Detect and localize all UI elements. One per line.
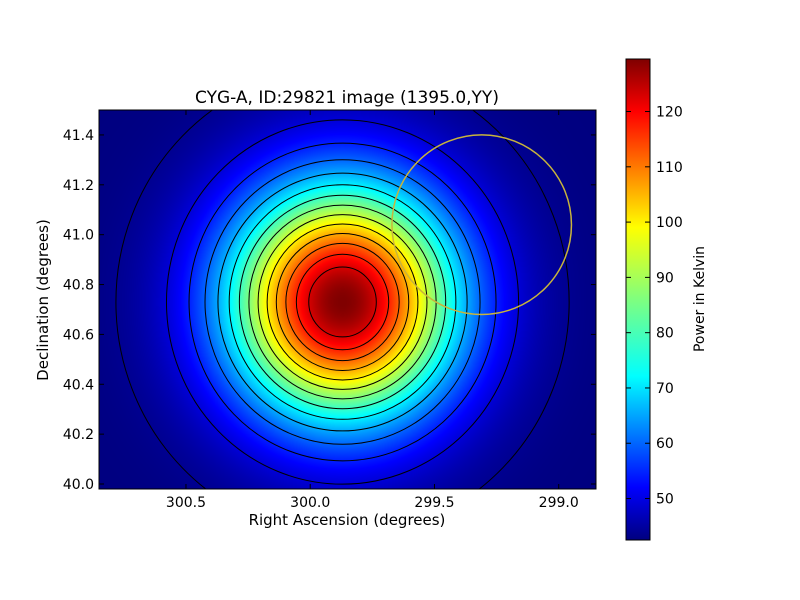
- y-tick-label-5: 41.0: [63, 228, 94, 244]
- x-tick-label-3: 299.0: [539, 495, 579, 511]
- y-tick-label-0: 40.0: [63, 477, 94, 493]
- y-tick-label-4: 40.8: [63, 278, 94, 294]
- colorbar-tick-label-2: 70: [656, 381, 674, 397]
- chart-title: CYG-A, ID:29821 image (1395.0,YY): [195, 88, 499, 108]
- colorbar-tick-label-3: 80: [656, 326, 674, 342]
- contour-line-4: [217, 172, 468, 432]
- contour-lines: [115, 110, 570, 489]
- colorbar-tick-label-1: 60: [656, 436, 674, 452]
- colorbar-tick-label-6: 110: [656, 160, 683, 176]
- y-tick-label-1: 40.2: [63, 427, 94, 443]
- colorbar-tick-label-5: 100: [656, 215, 683, 231]
- contour-line-2: [188, 142, 497, 462]
- contour-line-10: [275, 232, 410, 372]
- x-tick-label-2: 299.5: [414, 495, 454, 511]
- plot-frame: [98, 109, 597, 490]
- heatmap-image-wrap: [99, 110, 596, 489]
- contour-line-8: [257, 214, 428, 390]
- contour-line-11: [285, 242, 400, 362]
- y-tick-label-6: 41.2: [63, 178, 94, 194]
- colorbar-label: Power in Kelvin: [692, 246, 708, 352]
- x-tick-label-1: 300.0: [290, 495, 330, 511]
- contour-line-3: [204, 159, 481, 445]
- colorbar-tick-label-0: 50: [656, 492, 674, 508]
- x-axis-label: Right Ascension (degrees): [249, 511, 446, 529]
- contour-line-13: [308, 266, 377, 338]
- colorbar-tick-label-7: 120: [656, 105, 683, 121]
- y-axis-ticks: 40.0 40.2 40.4 40.6 40.8 41.0 41.2 41.4: [63, 128, 596, 493]
- y-axis-label: Declination (degrees): [34, 219, 52, 381]
- colorbar-gradient: [625, 58, 651, 541]
- marker-circle: [391, 134, 573, 316]
- colorbar-ticks: 50 60 70 80 90 100 110 120: [626, 105, 683, 508]
- contour-line-1: [165, 119, 520, 485]
- colorbar: 50 60 70 80 90 100 110 120 Power in Kelvin: [625, 58, 708, 541]
- contour-line-12: [295, 253, 390, 351]
- contour-line-6: [238, 194, 447, 410]
- contour-line-0: [115, 110, 570, 489]
- heatmap-image: [99, 110, 596, 489]
- y-tick-label-2: 40.4: [63, 377, 94, 393]
- plot-area: [98, 109, 597, 490]
- x-tick-label-0: 300.5: [166, 495, 206, 511]
- y-tick-label-3: 40.6: [63, 327, 94, 343]
- y-tick-label-7: 41.4: [63, 128, 94, 144]
- x-axis-ticks: 300.5 300.0 299.5 299.0: [166, 110, 579, 511]
- colorbar-tick-label-4: 90: [656, 270, 674, 286]
- contour-line-5: [228, 184, 457, 420]
- contour-line-9: [266, 223, 419, 381]
